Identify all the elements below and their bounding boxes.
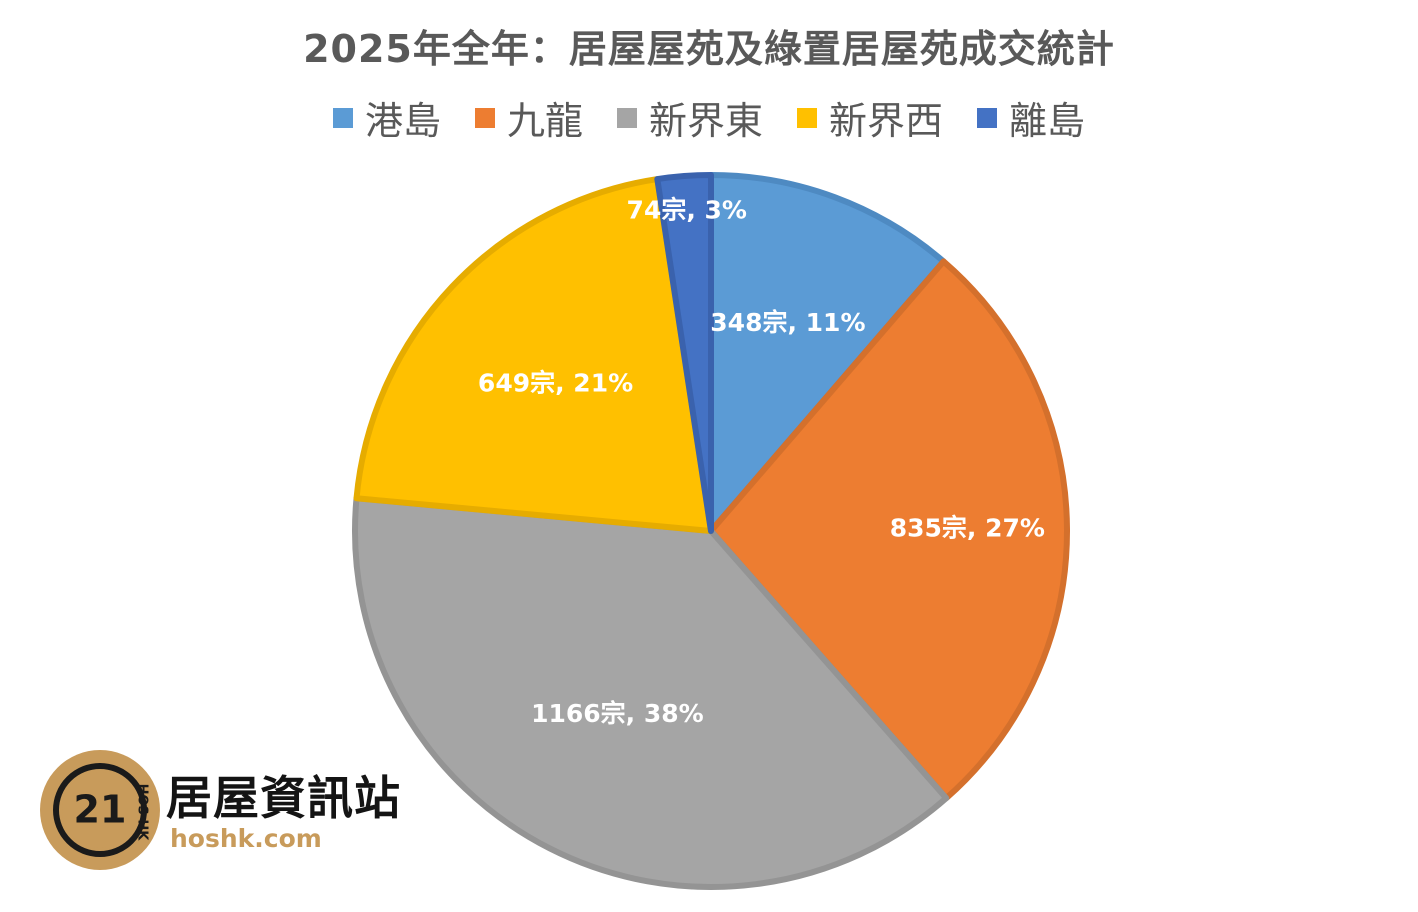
slice-data-label: 835宗, 27% (890, 514, 1045, 543)
pie-slice (654, 172, 714, 534)
legend-item: 新界西 (797, 90, 943, 145)
legend-label: 新界東 (648, 99, 763, 143)
pie-slice (708, 172, 947, 534)
legend-swatch (616, 107, 637, 128)
logo-name: 居屋資訊站 (166, 771, 401, 825)
legend-label: 港島 (364, 99, 441, 143)
slice-data-label: 74宗, 3% (627, 196, 747, 225)
pie-slice (352, 495, 950, 890)
legend-item: 新界東 (616, 90, 763, 145)
chart-title: 2025年全年：居屋屋苑及綠置居屋苑成交統計 (303, 27, 1115, 71)
legend-label: 新界西 (829, 99, 944, 143)
logo-badge-icon: 21 HOS HK (40, 750, 160, 870)
slice-data-label: 649宗, 21% (478, 369, 633, 398)
legend-item: 九龍 (474, 90, 583, 145)
legend-swatch (977, 107, 998, 128)
legend-swatch (332, 107, 353, 128)
slice-data-label: 348宗, 11% (710, 308, 865, 337)
legend-swatch (797, 107, 817, 128)
brand-logo: 21 HOS HK 居屋資訊站 hoshk.com (38, 748, 458, 878)
logo-badge-number: 21 (74, 788, 127, 832)
legend-label: 離島 (1009, 99, 1086, 143)
legend-item: 離島 (977, 90, 1085, 145)
legend-label: 九龍 (506, 99, 583, 143)
legend-swatch (474, 107, 495, 128)
chart-legend: 港島 九龍 新界東 新界西 離島 (0, 90, 1418, 145)
logo-url: hoshk.com (170, 824, 322, 853)
pie-slice (708, 258, 1070, 802)
pie-slice (353, 176, 714, 534)
logo-badge-text: HOS HK (135, 784, 150, 842)
legend-item: 港島 (332, 90, 441, 145)
slice-data-label: 1166宗, 38% (531, 699, 704, 728)
